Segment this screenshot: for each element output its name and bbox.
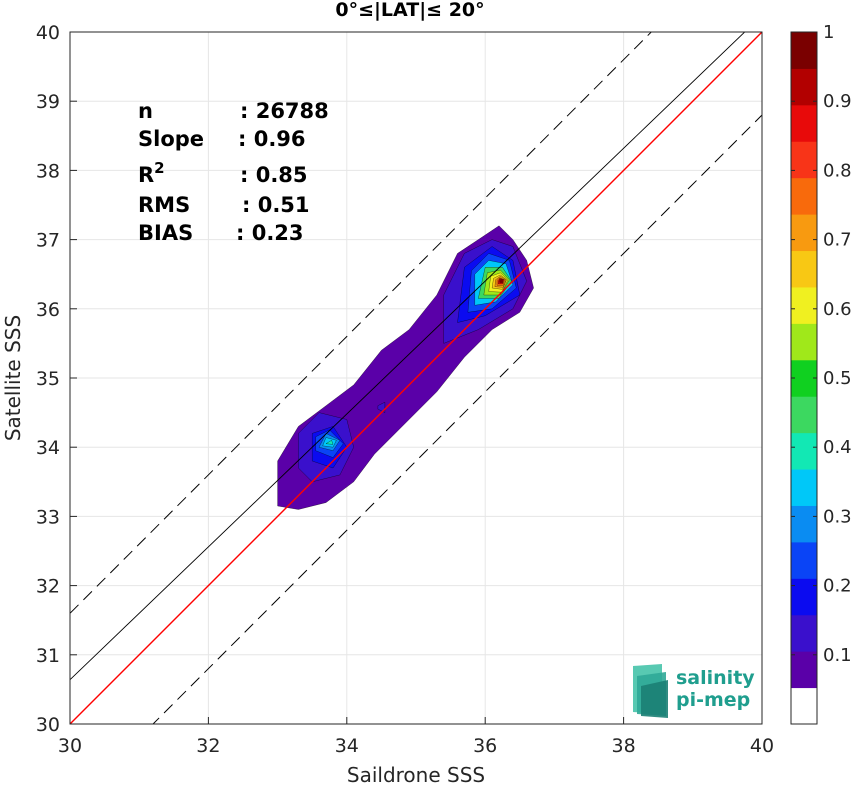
bound-line-dashed [152,114,762,724]
grid [69,31,763,725]
colorbar-tick-label: 0.3 [823,506,852,527]
stat-value: : 0.85 [240,163,308,187]
colorbar-segment [791,250,817,288]
x-tick-label: 34 [335,735,359,757]
reference-lines [70,32,762,724]
stat-value: : 0.96 [238,127,306,151]
x-tick-label: 40 [750,735,774,757]
stat-label: BIAS [138,221,193,245]
stat-value: : 0.51 [242,193,310,217]
colorbar-segment [791,687,817,725]
colorbar-segment [791,214,817,252]
stat-label: Slope [138,127,204,151]
y-tick-label: 38 [36,160,60,182]
x-axis-ticks: 30 32 34 36 38 40 [58,717,774,757]
y-tick-label: 35 [36,368,60,390]
colorbar-tick-label: 0.8 [823,160,852,181]
colorbar-segment [791,141,817,179]
identity-line [70,32,762,724]
contour-level [499,279,503,283]
regression-line [70,32,746,681]
y-tick-label: 31 [36,645,60,667]
colorbar-segment [791,104,817,142]
colorbar-tick-label: 0.1 [823,645,852,666]
colorbar-segment [791,432,817,470]
colorbar-tick-label: 1 [823,22,834,43]
y-axis-label: Satellite SSS [1,315,25,441]
y-tick-label: 33 [36,506,60,528]
colorbar-segment [791,68,817,106]
colorbar-segment [791,541,817,579]
colorbar-tick-label: 0.7 [823,230,852,251]
x-axis-label: Saildrone SSS [347,763,485,786]
colorbar-segment [791,32,817,69]
y-tick-label: 32 [36,576,60,598]
logo-text-salinity: salinity [676,667,755,689]
stat-value: : 26788 [240,99,329,123]
colorbar-segment [791,614,817,652]
density-contours [277,225,534,510]
y-tick-label: 39 [36,91,60,113]
y-tick-label: 34 [36,437,60,459]
y-tick-label: 30 [36,714,60,736]
x-tick-label: 36 [473,735,497,757]
contour-level [325,439,334,445]
stat-value: : 0.23 [236,221,304,245]
x-tick-label: 38 [612,735,636,757]
colorbar-tick-label: 0.6 [823,299,852,320]
y-tick-label: 37 [36,230,60,252]
bound-line-dashed [70,32,652,614]
chart-title: 0°≤|LAT|≤ 20° [335,0,484,21]
colorbar-segment [791,286,817,324]
y-tick-label: 40 [36,22,60,44]
colorbar [790,31,818,725]
logo-text-pi-mep: pi-mep [676,689,750,711]
colorbar-segment [791,505,817,543]
stat-label: n [138,99,153,123]
logo: salinity pi-mep [633,664,755,718]
colorbar-tick-label: 0.5 [823,368,852,389]
colorbar-segment [791,323,817,361]
y-axis-ticks: 30 31 32 33 34 35 36 37 38 39 40 [36,22,77,736]
colorbar-ticks: 0.1 0.2 0.3 0.4 0.5 0.6 0.7 0.8 0.9 1 [791,22,852,666]
colorbar-segment [791,359,817,397]
colorbar-segment [791,177,817,215]
y-tick-label: 36 [36,299,60,321]
stat-label-superscript: 2 [154,159,164,177]
colorbar-segment [791,578,817,616]
logo-mark-icon [633,664,668,718]
colorbar-tick-label: 0.9 [823,91,852,112]
colorbar-segment [791,396,817,434]
stat-label: RMS [138,193,190,217]
x-tick-label: 30 [58,735,82,757]
colorbar-segment [791,469,817,506]
colorbar-tick-label: 0.4 [823,437,852,458]
colorbar-tick-label: 0.2 [823,576,852,597]
x-tick-label: 32 [196,735,220,757]
colorbar-segment [791,651,817,689]
